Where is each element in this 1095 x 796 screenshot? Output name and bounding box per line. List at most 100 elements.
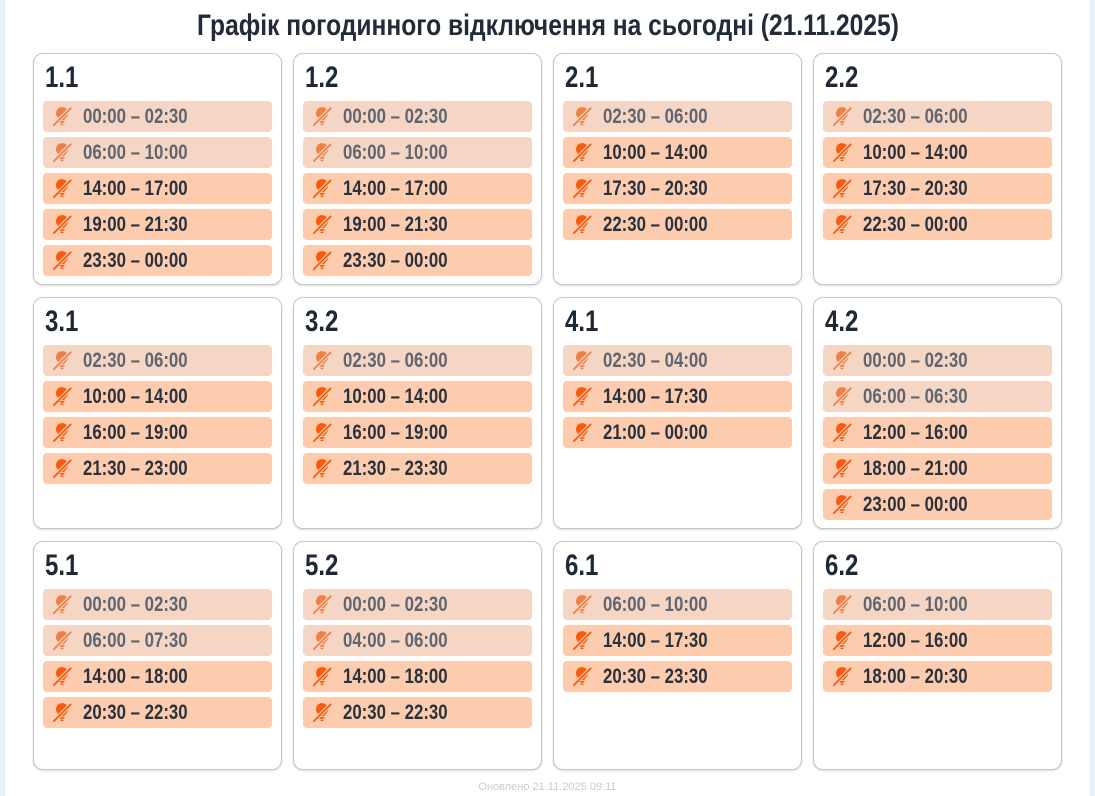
no-power-lightbulb-icon bbox=[312, 142, 333, 163]
outage-time: 10:00 – 14:00 bbox=[603, 140, 708, 164]
outage-time: 21:00 – 00:00 bbox=[603, 420, 708, 444]
no-power-lightbulb-icon bbox=[52, 630, 73, 651]
no-power-lightbulb-icon bbox=[832, 350, 853, 371]
outage-slot: 22:30 – 00:00 bbox=[823, 209, 1052, 240]
outage-slot: 02:30 – 04:00 bbox=[563, 345, 792, 376]
outage-time: 21:30 – 23:00 bbox=[83, 456, 188, 480]
outage-slot: 14:00 – 17:30 bbox=[563, 381, 792, 412]
group-number: 6.2 bbox=[825, 549, 859, 582]
updated-timestamp: Оновлено 21.11.2025 09:11 bbox=[478, 781, 617, 793]
no-power-lightbulb-icon bbox=[572, 106, 593, 127]
group-number: 1.2 bbox=[305, 61, 339, 94]
outage-slot: 21:30 – 23:30 bbox=[303, 453, 532, 484]
outage-slot: 06:00 – 10:00 bbox=[563, 589, 792, 620]
no-power-lightbulb-icon bbox=[312, 594, 333, 615]
slot-list: 00:00 – 02:30 04:00 – 06:00 14:00 – 18:0… bbox=[303, 589, 532, 728]
outage-time: 19:00 – 21:30 bbox=[83, 212, 188, 236]
outage-time: 00:00 – 02:30 bbox=[83, 592, 188, 616]
outage-slot: 17:30 – 20:30 bbox=[563, 173, 792, 204]
outage-time: 20:30 – 22:30 bbox=[343, 700, 448, 724]
no-power-lightbulb-icon bbox=[52, 594, 73, 615]
no-power-lightbulb-icon bbox=[312, 350, 333, 371]
schedule-card: 2.1 02:30 – 06:00 10:00 – 14:00 bbox=[553, 53, 802, 285]
no-power-lightbulb-icon bbox=[572, 178, 593, 199]
group-heading: 4.2 bbox=[825, 305, 1052, 339]
outage-time: 04:00 – 06:00 bbox=[343, 628, 448, 652]
outage-time: 02:30 – 06:00 bbox=[343, 348, 448, 372]
outage-time: 23:00 – 00:00 bbox=[863, 492, 968, 516]
outage-time: 16:00 – 19:00 bbox=[83, 420, 188, 444]
outage-time: 14:00 – 17:30 bbox=[603, 628, 708, 652]
slot-list: 00:00 – 02:30 06:00 – 10:00 14:00 – 17:0… bbox=[303, 101, 532, 276]
schedule-card: 4.2 00:00 – 02:30 06:00 – 06:30 bbox=[813, 297, 1062, 529]
no-power-lightbulb-icon bbox=[312, 422, 333, 443]
no-power-lightbulb-icon bbox=[572, 422, 593, 443]
outage-slot: 00:00 – 02:30 bbox=[303, 101, 532, 132]
outage-slot: 00:00 – 02:30 bbox=[303, 589, 532, 620]
group-heading: 6.2 bbox=[825, 549, 1052, 583]
outage-slot: 20:30 – 22:30 bbox=[303, 697, 532, 728]
group-heading: 6.1 bbox=[565, 549, 792, 583]
outage-slot: 14:00 – 17:00 bbox=[43, 173, 272, 204]
no-power-lightbulb-icon bbox=[312, 178, 333, 199]
outage-time: 17:30 – 20:30 bbox=[603, 176, 708, 200]
group-number: 5.2 bbox=[305, 549, 339, 582]
group-number: 2.2 bbox=[825, 61, 859, 94]
outage-slot: 23:30 – 00:00 bbox=[43, 245, 272, 276]
outage-time: 10:00 – 14:00 bbox=[83, 384, 188, 408]
slot-list: 02:30 – 06:00 10:00 – 14:00 16:00 – 19:0… bbox=[43, 345, 272, 484]
page-title: Графік погодинного відключення на сьогод… bbox=[5, 8, 1090, 44]
outage-slot: 06:00 – 10:00 bbox=[43, 137, 272, 168]
slot-list: 02:30 – 06:00 10:00 – 14:00 16:00 – 19:0… bbox=[303, 345, 532, 484]
outage-time: 06:00 – 06:30 bbox=[863, 384, 968, 408]
no-power-lightbulb-icon bbox=[832, 386, 853, 407]
outage-slot: 00:00 – 02:30 bbox=[43, 101, 272, 132]
group-number: 5.1 bbox=[45, 549, 79, 582]
no-power-lightbulb-icon bbox=[312, 214, 333, 235]
no-power-lightbulb-icon bbox=[312, 250, 333, 271]
no-power-lightbulb-icon bbox=[832, 594, 853, 615]
outage-time: 22:30 – 00:00 bbox=[603, 212, 708, 236]
no-power-lightbulb-icon bbox=[832, 142, 853, 163]
group-number: 2.1 bbox=[565, 61, 599, 94]
outage-slot: 14:00 – 18:00 bbox=[43, 661, 272, 692]
no-power-lightbulb-icon bbox=[832, 422, 853, 443]
outage-time: 06:00 – 07:30 bbox=[83, 628, 188, 652]
outage-time: 02:30 – 06:00 bbox=[83, 348, 188, 372]
no-power-lightbulb-icon bbox=[832, 106, 853, 127]
outage-time: 18:00 – 20:30 bbox=[863, 664, 968, 688]
no-power-lightbulb-icon bbox=[312, 666, 333, 687]
no-power-lightbulb-icon bbox=[52, 142, 73, 163]
outage-time: 12:00 – 16:00 bbox=[863, 628, 968, 652]
outage-time: 02:30 – 06:00 bbox=[603, 104, 708, 128]
outage-time: 19:00 – 21:30 bbox=[343, 212, 448, 236]
outage-time: 00:00 – 02:30 bbox=[343, 592, 448, 616]
outage-time: 21:30 – 23:30 bbox=[343, 456, 448, 480]
no-power-lightbulb-icon bbox=[832, 666, 853, 687]
group-heading: 3.2 bbox=[305, 305, 532, 339]
no-power-lightbulb-icon bbox=[312, 386, 333, 407]
no-power-lightbulb-icon bbox=[572, 142, 593, 163]
outage-slot: 23:30 – 00:00 bbox=[303, 245, 532, 276]
outage-time: 20:30 – 23:30 bbox=[603, 664, 708, 688]
no-power-lightbulb-icon bbox=[572, 386, 593, 407]
outage-slot: 18:00 – 20:30 bbox=[823, 661, 1052, 692]
outage-slot: 14:00 – 17:30 bbox=[563, 625, 792, 656]
no-power-lightbulb-icon bbox=[312, 458, 333, 479]
outage-slot: 06:00 – 06:30 bbox=[823, 381, 1052, 412]
schedule-card: 4.1 02:30 – 04:00 14:00 – 17:30 bbox=[553, 297, 802, 529]
slot-list: 00:00 – 02:30 06:00 – 06:30 12:00 – 16:0… bbox=[823, 345, 1052, 520]
page-title-text: Графік погодинного відключення на сьогод… bbox=[196, 9, 899, 42]
outage-slot: 18:00 – 21:00 bbox=[823, 453, 1052, 484]
group-heading: 2.2 bbox=[825, 61, 1052, 95]
outage-slot: 20:30 – 23:30 bbox=[563, 661, 792, 692]
outage-time: 12:00 – 16:00 bbox=[863, 420, 968, 444]
outage-time: 20:30 – 22:30 bbox=[83, 700, 188, 724]
outage-time: 16:00 – 19:00 bbox=[343, 420, 448, 444]
outage-time: 00:00 – 02:30 bbox=[83, 104, 188, 128]
outage-time: 02:30 – 06:00 bbox=[863, 104, 968, 128]
group-heading: 2.1 bbox=[565, 61, 792, 95]
slot-list: 00:00 – 02:30 06:00 – 07:30 14:00 – 18:0… bbox=[43, 589, 272, 728]
outage-slot: 19:00 – 21:30 bbox=[303, 209, 532, 240]
outage-time: 23:30 – 00:00 bbox=[83, 248, 188, 272]
